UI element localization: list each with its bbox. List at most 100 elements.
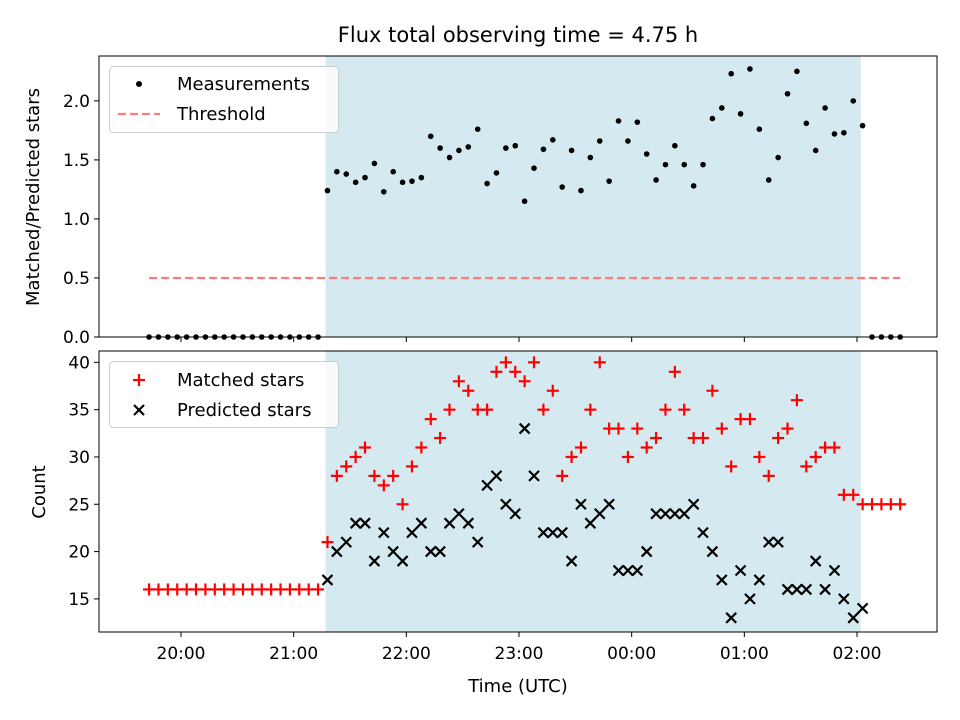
measurement-point	[803, 120, 810, 127]
y-tick-label: 35	[68, 401, 90, 421]
matched-star-point	[340, 460, 353, 473]
matched-star-point	[725, 460, 738, 473]
measurement-point	[643, 151, 650, 157]
matched-star-point	[762, 469, 775, 482]
predicted-star-point	[584, 517, 597, 529]
measurement-point	[371, 160, 378, 167]
measurement-point	[550, 137, 556, 143]
matched-star-point	[462, 384, 475, 397]
predicted-star-point	[556, 526, 568, 539]
measurement-point	[794, 68, 800, 75]
measurement-point	[381, 188, 387, 195]
predicted-star-point	[565, 555, 578, 567]
x-tick-label: 22:00	[382, 644, 431, 664]
y-tick-label: 2.0	[63, 92, 90, 112]
y-axis-label-count: Count	[29, 465, 50, 518]
bottom-y-axis-ticks: 15 20 25 30 35 40	[68, 353, 99, 610]
predicted-star-point	[471, 536, 484, 548]
measurement-point	[418, 174, 425, 181]
matched-star-point	[828, 441, 841, 454]
measurement-point	[822, 105, 828, 111]
legend-marker-predicted	[133, 404, 145, 416]
matched-star-point	[518, 375, 531, 388]
measurement-point	[427, 133, 434, 140]
count-panel-frame	[98, 350, 938, 633]
matched-star-point	[753, 450, 766, 463]
legend-marker-measurements	[136, 81, 142, 87]
matched-star-point	[424, 413, 437, 426]
matched-star-point	[434, 432, 447, 445]
predicted-star-point	[706, 545, 719, 558]
measurement-point	[606, 178, 612, 184]
measurement-point	[812, 147, 819, 154]
measurement-point	[437, 145, 443, 151]
predicted-star-point	[462, 517, 475, 529]
y-axis-label-ratio: Matched/Predicted stars	[23, 88, 44, 306]
predicted-star-point	[387, 545, 399, 558]
chart-title: Flux total observing time = 4.75 h	[338, 23, 698, 47]
count-legend: Matched stars Predicted stars	[109, 361, 339, 428]
predicted-star-point	[753, 574, 766, 586]
matched-star-point	[640, 441, 653, 454]
measurement-point	[352, 179, 359, 186]
y-tick-label: 0.5	[63, 269, 90, 289]
measurement-point	[512, 142, 519, 149]
predicted-star-point	[547, 526, 559, 539]
predicted-star-point	[669, 507, 681, 520]
matched-star-point	[809, 450, 822, 463]
measurement-point	[587, 154, 594, 161]
matched-star-point	[621, 450, 634, 463]
predicted-star-point	[762, 536, 775, 548]
top-x-axis-ticks	[180, 337, 858, 342]
measurement-point	[493, 170, 500, 176]
legend-label-threshold: Threshold	[176, 104, 266, 125]
matched-star-point	[405, 460, 418, 473]
matched-star-point	[499, 356, 512, 369]
measurement-point	[484, 180, 490, 187]
observing-window-shade-top	[325, 56, 861, 337]
legend-label-measurements: Measurements	[177, 74, 310, 95]
predicted-star-point	[716, 574, 728, 586]
x-tick-label: 23:00	[495, 644, 544, 664]
predicted-star-point	[443, 517, 456, 529]
matched-star-point	[697, 432, 710, 445]
predicted-star-point	[453, 507, 465, 520]
predicted-star-point	[359, 517, 371, 529]
predicted-star-point	[434, 545, 446, 558]
ratio-panel-frame	[98, 55, 938, 338]
measurement-point	[568, 147, 575, 154]
measurement-point	[850, 98, 857, 104]
predicted-star-point	[612, 564, 625, 577]
matched-star-point	[321, 536, 334, 549]
predicted-star-point	[575, 498, 587, 511]
predicted-star-point	[697, 526, 709, 539]
predicted-star-point	[424, 545, 437, 558]
matched-star-point	[800, 460, 813, 473]
predicted-star-point	[809, 555, 822, 567]
predicted-star-point	[640, 545, 653, 558]
matched-star-point	[650, 432, 663, 445]
measurement-point	[841, 129, 847, 136]
legend-label-predicted: Predicted stars	[177, 400, 311, 421]
measurement-point	[747, 66, 753, 72]
count-panel: 15 20 25 30 35 40 20:00 21:00 22:00 23:00 00:00 01…	[29, 350, 938, 697]
measurement-point	[531, 165, 537, 171]
predicted-star-point	[406, 526, 418, 539]
measurement-point	[625, 138, 631, 144]
matched-star-point	[396, 498, 409, 511]
measurement-point	[390, 168, 396, 175]
predicted-star-point	[678, 507, 691, 520]
matched-star-point	[678, 403, 691, 416]
predicted-star-point	[368, 555, 381, 567]
measurement-point	[540, 146, 547, 153]
measurement-point	[672, 142, 678, 149]
predicted-star-point	[481, 479, 493, 492]
measurement-point	[446, 154, 453, 161]
matched-star-point	[490, 365, 503, 378]
matched-star-point	[574, 441, 587, 454]
x-tick-label: 01:00	[720, 644, 769, 664]
matched-star-point	[565, 450, 578, 463]
y-tick-label: 20	[68, 543, 90, 563]
predicted-star-point	[396, 555, 409, 567]
y-tick-label: 30	[68, 448, 90, 468]
